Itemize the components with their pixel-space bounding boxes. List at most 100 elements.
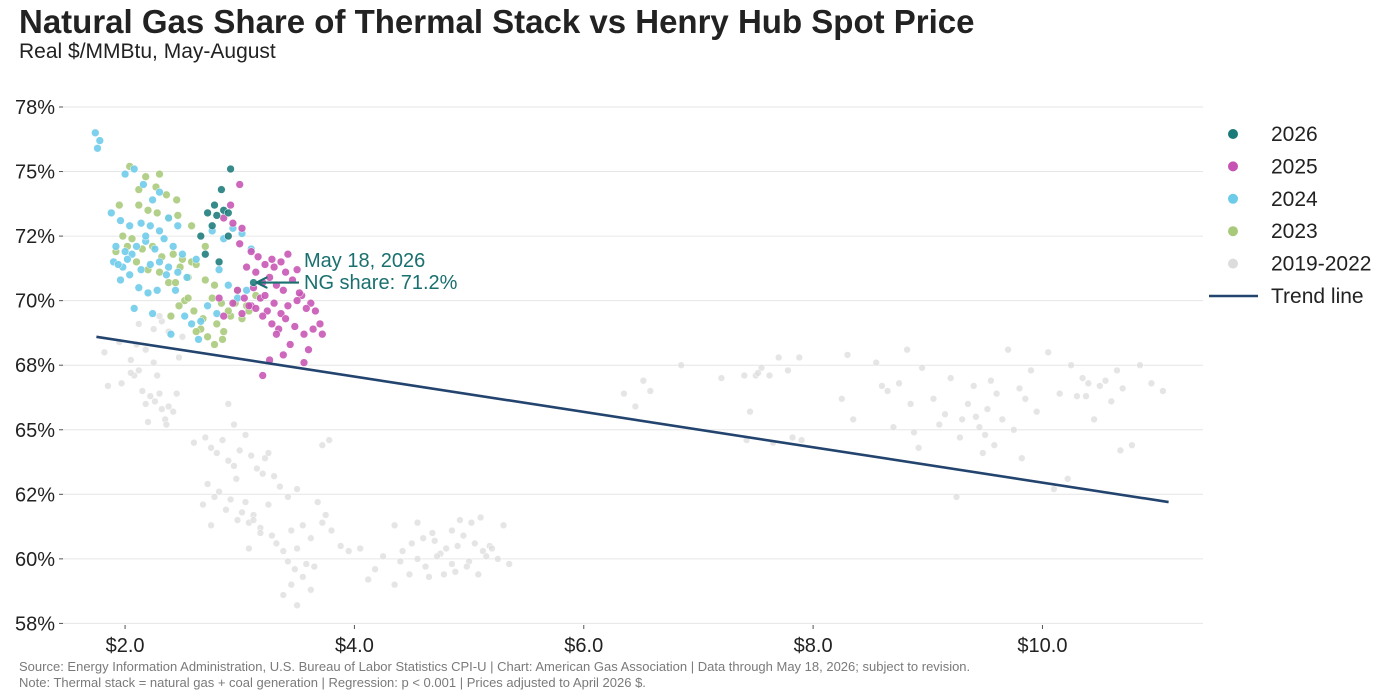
point-2019-2022: [224, 457, 232, 465]
point-2024: [155, 188, 164, 197]
point-2025: [247, 247, 256, 256]
point-2019-2022: [981, 431, 989, 439]
point-2024: [169, 242, 178, 251]
point-2019-2022: [975, 423, 984, 431]
point-2019-2022: [299, 521, 307, 529]
point-2019-2022: [717, 374, 726, 382]
y-tick-label: 62%: [15, 484, 55, 506]
point-2019-2022: [757, 364, 766, 372]
point-2024: [159, 234, 169, 243]
point-2024: [116, 275, 125, 285]
point-2019-2022: [175, 353, 183, 362]
point-2019-2022: [279, 591, 287, 599]
point-2019-2022: [264, 449, 273, 457]
point-2019-2022: [992, 389, 1001, 398]
point-2019-2022: [964, 400, 972, 408]
point-2019-2022: [677, 361, 685, 369]
point-2019-2022: [646, 387, 654, 395]
annotation-arrow-head: [255, 276, 268, 289]
point-2019-2022: [1082, 392, 1090, 400]
point-2023: [173, 211, 182, 220]
point-2025: [251, 304, 260, 313]
point-2024: [214, 265, 224, 274]
annotation-date: May 18, 2026: [304, 250, 425, 272]
point-2019-2022: [428, 529, 437, 537]
point-2026: [217, 185, 226, 194]
point-2025: [276, 257, 286, 267]
point-2023: [210, 340, 219, 349]
point-2019-2022: [1027, 366, 1035, 375]
point-2025: [281, 268, 290, 277]
point-2019-2022: [972, 413, 980, 421]
annotation: May 18, 2026 NG share: 71.2%: [255, 250, 458, 294]
point-2019-2022: [284, 493, 292, 501]
point-2024: [155, 226, 164, 236]
point-2024: [148, 195, 157, 205]
point-2019-2022: [287, 581, 295, 589]
point-2019-2022: [918, 364, 926, 372]
point-2024: [224, 281, 233, 290]
point-2025: [299, 330, 309, 339]
point-2025: [235, 239, 244, 248]
point-2019-2022: [210, 493, 219, 501]
chart-footer: Source: Energy Information Administratio…: [19, 659, 970, 691]
point-2024: [125, 270, 134, 279]
point-2019-2022: [1067, 361, 1075, 369]
point-2019-2022: [883, 387, 892, 395]
point-2019-2022: [259, 470, 267, 478]
legend-marker-2026: [1228, 129, 1238, 139]
point-2019-2022: [1073, 392, 1081, 400]
point-2019-2022: [1050, 485, 1058, 493]
point-2019-2022: [788, 433, 797, 442]
y-tick-label: 58%: [15, 613, 55, 635]
point-2019-2022: [935, 420, 943, 429]
point-2019-2022: [463, 562, 471, 571]
point-2025: [258, 371, 267, 380]
point-2019-2022: [474, 570, 482, 579]
point-2025: [283, 301, 293, 310]
legend-marker-2024: [1228, 193, 1238, 204]
point-2019-2022: [639, 377, 648, 385]
point-2019-2022: [872, 358, 880, 367]
point-2025: [260, 260, 270, 269]
point-2026: [208, 221, 217, 230]
point-2019-2022: [956, 433, 964, 442]
point-2019-2022: [310, 562, 318, 571]
point-2019-2022: [142, 400, 150, 408]
point-2019-2022: [314, 498, 322, 506]
point-2019-2022: [1101, 377, 1110, 385]
point-2023: [174, 301, 184, 310]
legend-label-2019-2022: 2019-2022: [1271, 253, 1371, 276]
point-2019-2022: [146, 392, 154, 400]
point-2023: [203, 332, 212, 341]
point-2024: [187, 319, 196, 329]
legend-label-2025: 2025: [1271, 155, 1318, 178]
point-2026: [201, 250, 210, 259]
point-2024: [212, 309, 221, 318]
point-2019-2022: [505, 560, 513, 568]
point-2019-2022: [222, 506, 230, 514]
point-2019-2022: [1004, 346, 1012, 354]
point-2025: [318, 330, 327, 339]
point-2019-2022: [264, 500, 273, 509]
x-tick-label: $4.0: [335, 635, 374, 657]
point-2019-2022: [253, 464, 261, 473]
point-2023: [192, 327, 201, 336]
point-2023: [115, 200, 124, 210]
point-2019-2022: [169, 408, 177, 416]
point-2019-2022: [345, 547, 353, 555]
point-2026: [224, 231, 233, 241]
point-2019-2022: [268, 531, 276, 540]
point-2025: [244, 301, 254, 310]
chart-subtitle: Real $/MMBtu, May-August: [19, 40, 276, 63]
trend-line: [96, 335, 1169, 504]
point-2025: [281, 314, 290, 323]
legend-label-2023: 2023: [1271, 220, 1318, 243]
point-2025: [267, 255, 277, 264]
point-2019-2022: [1084, 379, 1092, 387]
point-2019-2022: [1116, 446, 1125, 455]
point-2024: [120, 247, 130, 256]
point-2019-2022: [318, 441, 326, 449]
point-2019-2022: [233, 516, 242, 524]
